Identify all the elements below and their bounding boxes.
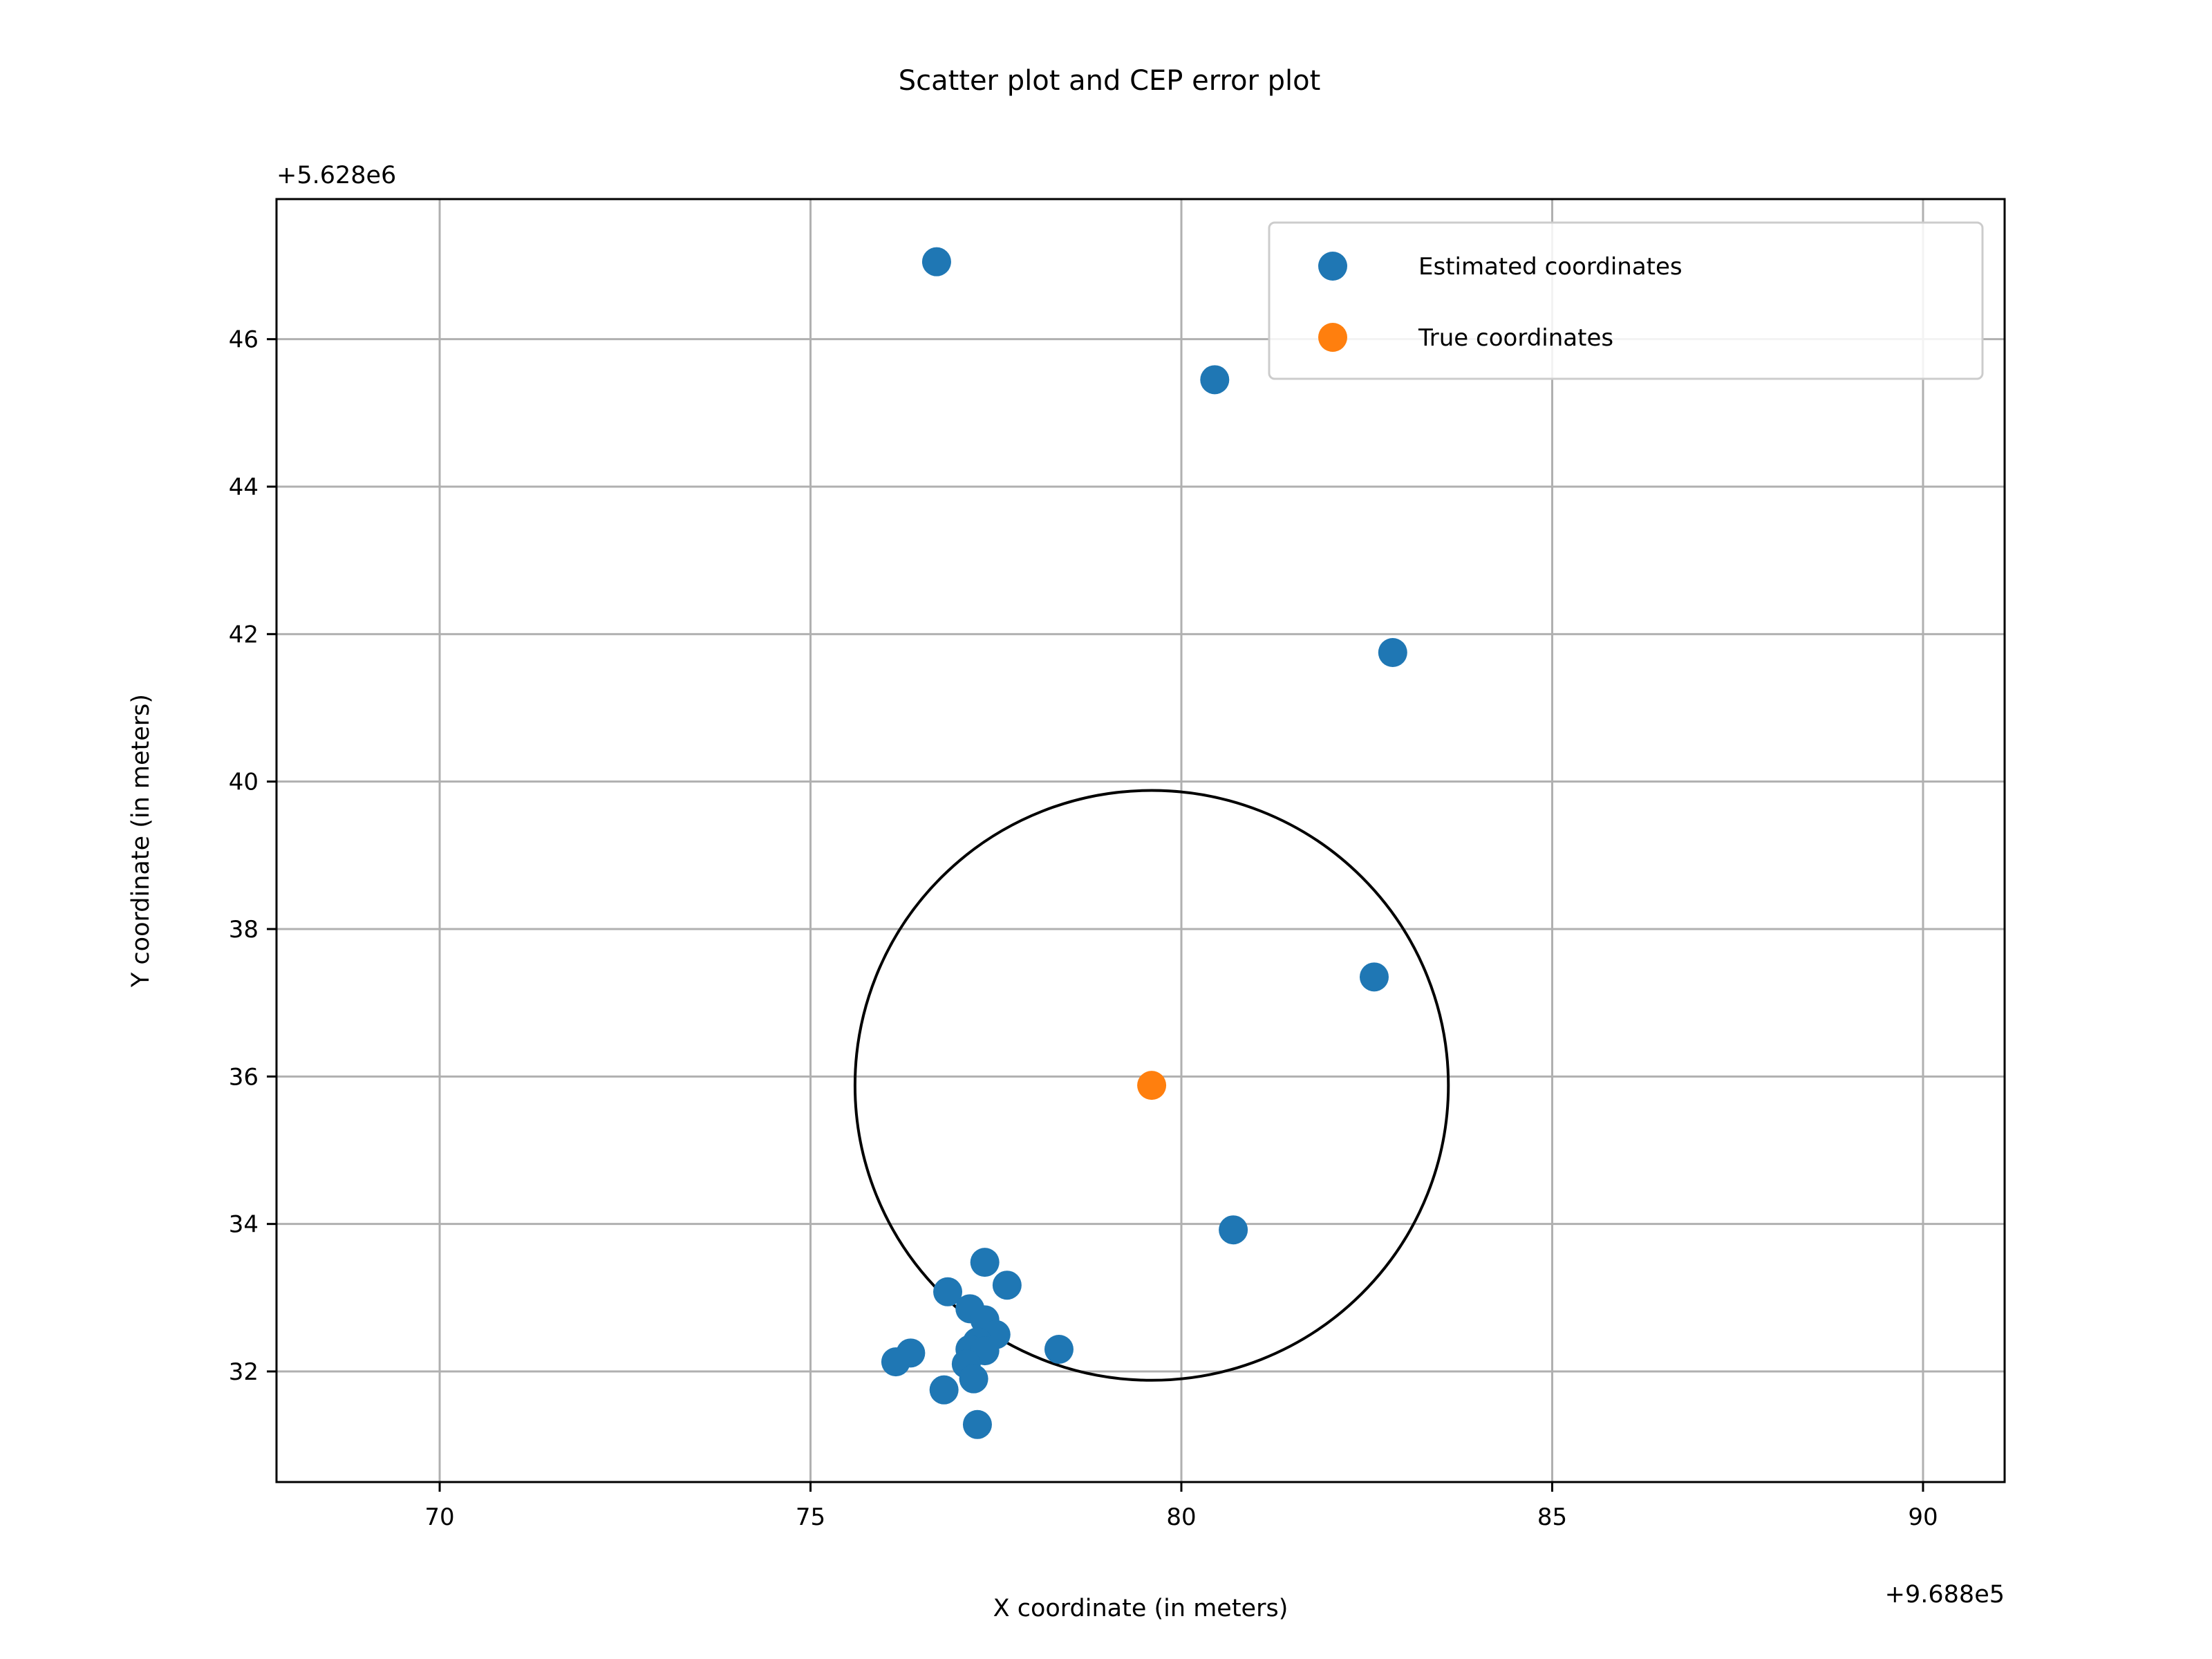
- estimated-point: [962, 1409, 992, 1439]
- legend-marker-estimated: [1318, 252, 1347, 281]
- estimated-point: [929, 1375, 959, 1405]
- y-offset-label: +5.628e6: [276, 162, 396, 189]
- estimated-point: [1219, 1215, 1248, 1245]
- x-axis-label: X coordinate (in meters): [993, 1595, 1288, 1622]
- y-tick-label: 42: [229, 621, 259, 648]
- x-offset-label: +9.688e5: [1885, 1581, 2005, 1609]
- chart-title: Scatter plot and CEP error plot: [899, 65, 1321, 97]
- y-tick-label: 38: [229, 916, 259, 944]
- y-tick-label: 46: [229, 326, 259, 354]
- plot-area: [853, 247, 1450, 1439]
- x-tick-label: 70: [424, 1503, 454, 1531]
- x-axis: 70 75 80 85 90: [424, 1482, 1938, 1531]
- estimated-point: [1044, 1335, 1074, 1364]
- y-tick-label: 44: [229, 474, 259, 501]
- grid-lines: [276, 199, 2005, 1482]
- estimated-point: [959, 1364, 988, 1394]
- plot-frame: [275, 198, 2006, 1483]
- true-point: [1137, 1071, 1167, 1100]
- cep-circle: [853, 789, 1450, 1382]
- y-axis-label: Y coordinate (in meters): [127, 694, 155, 988]
- y-tick-label: 36: [229, 1063, 259, 1091]
- estimated-point: [1359, 962, 1389, 992]
- legend: Estimated coordinates True coordinates: [1268, 221, 1984, 380]
- legend-marker-true: [1318, 323, 1347, 352]
- estimated-point: [992, 1271, 1022, 1300]
- y-tick-label: 40: [229, 769, 259, 796]
- estimated-point: [1378, 638, 1407, 667]
- estimated-point: [881, 1347, 910, 1377]
- legend-label-estimated: Estimated coordinates: [1418, 253, 1683, 281]
- estimated-point: [921, 247, 951, 276]
- estimated-point: [933, 1277, 963, 1306]
- y-tick-label: 32: [229, 1358, 259, 1386]
- y-axis: 32 34 36 38 40 42 44 46: [229, 326, 276, 1386]
- x-tick-label: 85: [1537, 1503, 1567, 1531]
- estimated-point: [1200, 365, 1230, 395]
- x-tick-label: 75: [796, 1503, 825, 1531]
- legend-label-true: True coordinates: [1418, 324, 1613, 352]
- estimated-point: [970, 1248, 1000, 1277]
- legend-box: [1268, 221, 1984, 380]
- x-tick-label: 80: [1166, 1503, 1196, 1531]
- y-tick-label: 34: [229, 1211, 259, 1239]
- x-tick-label: 90: [1908, 1503, 1938, 1531]
